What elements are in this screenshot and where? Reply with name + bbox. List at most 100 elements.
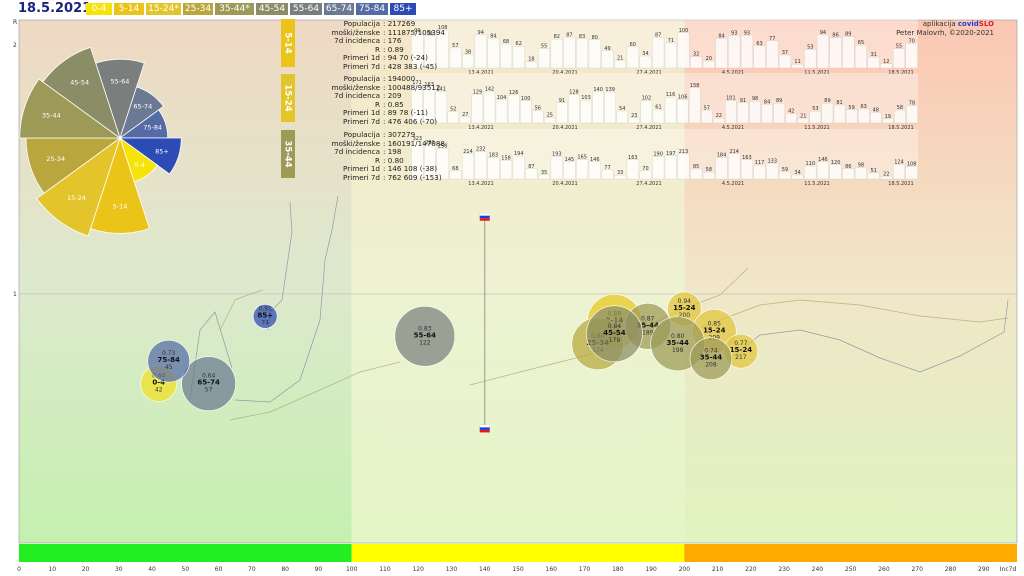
top-bar: 18.5.2021 0-4 5-14 15-24* 25-34 35-44* 45-54 5… (0, 0, 1024, 18)
legend-chip-35-44[interactable]: 35-44* (215, 3, 254, 15)
pie-slice-35-44[interactable] (19, 78, 122, 139)
info-row: 7d incidenca: 209 (296, 91, 440, 101)
bar-value: 258 (438, 144, 448, 150)
bar-value: 124 (894, 159, 904, 165)
bar (626, 46, 639, 69)
pie-label: 5-14 (113, 203, 128, 211)
pie-slice-15-24[interactable] (36, 136, 121, 237)
legend-chip-5-14[interactable]: 5-14 (114, 3, 144, 15)
info-value: : 476 406 (-70) (383, 116, 438, 126)
band-date: 27.4.2021 (636, 125, 661, 131)
bubble-r: 0.74 (704, 348, 718, 355)
bar-value: 232 (476, 147, 486, 153)
x-tick-label: 210 (712, 566, 724, 573)
info-row: R: 0.89 (296, 45, 445, 55)
bar-value: 70 (908, 38, 914, 44)
bar (474, 151, 487, 180)
bubble-r: 0.83 (418, 325, 432, 332)
pie-slice-45-54[interactable] (42, 46, 121, 140)
bubble-name: 15-24 (730, 346, 753, 354)
legend-chip-0-4[interactable]: 0-4 (86, 3, 112, 15)
bar (833, 104, 846, 124)
bar (701, 110, 713, 124)
bubble-r: 0.94 (678, 298, 692, 305)
bubble-circle[interactable] (394, 305, 456, 367)
bar (882, 118, 894, 124)
legend-chip-45-54[interactable]: 45-54 (256, 3, 288, 15)
bar (778, 54, 791, 69)
bar-value: 57 (452, 43, 458, 49)
legend-chip-15-24[interactable]: 15-24* (146, 3, 181, 15)
bar (592, 91, 604, 124)
legend-chip-55-64[interactable]: 55-64 (290, 3, 322, 15)
bar (483, 91, 496, 124)
bar-value: 93 (744, 30, 750, 36)
bar (893, 164, 905, 180)
legend-chip-65-74[interactable]: 65-74 (324, 3, 354, 15)
pie-label: 25-34 (46, 155, 65, 163)
x-tick-label: 100 (346, 566, 358, 573)
bar-value: 102 (642, 95, 652, 101)
info-row: Primeri 1d: 89 78 (-11) (296, 108, 440, 118)
bar (538, 174, 551, 180)
bar (715, 157, 728, 180)
info-row: Populacija: 307279 (296, 130, 445, 140)
bar-value: 98 (858, 162, 864, 168)
bar-value: 62 (516, 41, 522, 47)
bar-value: 91 (427, 31, 433, 37)
info-row: R: 0.85 (296, 100, 440, 110)
trail-line (229, 361, 401, 421)
bar (424, 144, 436, 180)
bar-value: 38 (465, 50, 471, 56)
info-value: : 198 (383, 147, 402, 156)
band-date: 20.4.2021 (552, 125, 577, 131)
bubble-circle[interactable] (689, 337, 733, 381)
x-tick-label: 120 (412, 566, 424, 573)
info-row: moški/ženske: 160191/147088 (296, 139, 445, 149)
info-row: Primeri 7d: 476 406 (-70) (296, 116, 440, 127)
bar (411, 84, 423, 124)
x-tick-label: 50 (182, 566, 190, 573)
bubble-name: 35-44 (637, 321, 660, 329)
legend-chip-25-34[interactable]: 25-34 (183, 3, 213, 15)
pie-slice-65-74[interactable] (119, 86, 165, 140)
bar (512, 156, 525, 180)
bubble-circle[interactable] (147, 339, 190, 383)
info-value: : 762 609 (-153) (383, 172, 442, 182)
bar (435, 91, 447, 124)
info-row: moški/ženske: 100488/93512 (296, 82, 440, 93)
bar-value: 85 (693, 164, 699, 170)
info-label: Populacija (343, 19, 380, 28)
bar-value: 133 (767, 158, 777, 164)
pie-label: 45-54 (70, 78, 89, 86)
bar-value: 163 (742, 155, 752, 161)
bar-value: 53 (807, 44, 813, 50)
bar (462, 54, 475, 69)
info-label: moški/ženske (331, 82, 380, 92)
bubble-circle[interactable] (181, 356, 236, 411)
bar (905, 166, 918, 180)
bubble-circle[interactable] (252, 304, 278, 329)
x-tick-label: 220 (745, 566, 757, 573)
bubble-circle[interactable] (586, 305, 643, 363)
bar (436, 29, 449, 69)
bar (842, 36, 855, 69)
credit-author: Peter Malovrh, ©2020-2021 (896, 29, 994, 37)
info-label: Primeri 7d (343, 116, 380, 126)
trail-line (727, 299, 1009, 373)
bar-value: 183 (489, 152, 499, 158)
legend-chip-85plus[interactable]: 85+ (390, 3, 416, 15)
pie-slice-85+[interactable] (118, 137, 182, 175)
bar (471, 94, 484, 124)
bar (532, 110, 544, 124)
bar (544, 117, 556, 124)
legend-chip-75-84[interactable]: 75-84 (356, 3, 388, 15)
bar-value: 12 (883, 59, 889, 65)
